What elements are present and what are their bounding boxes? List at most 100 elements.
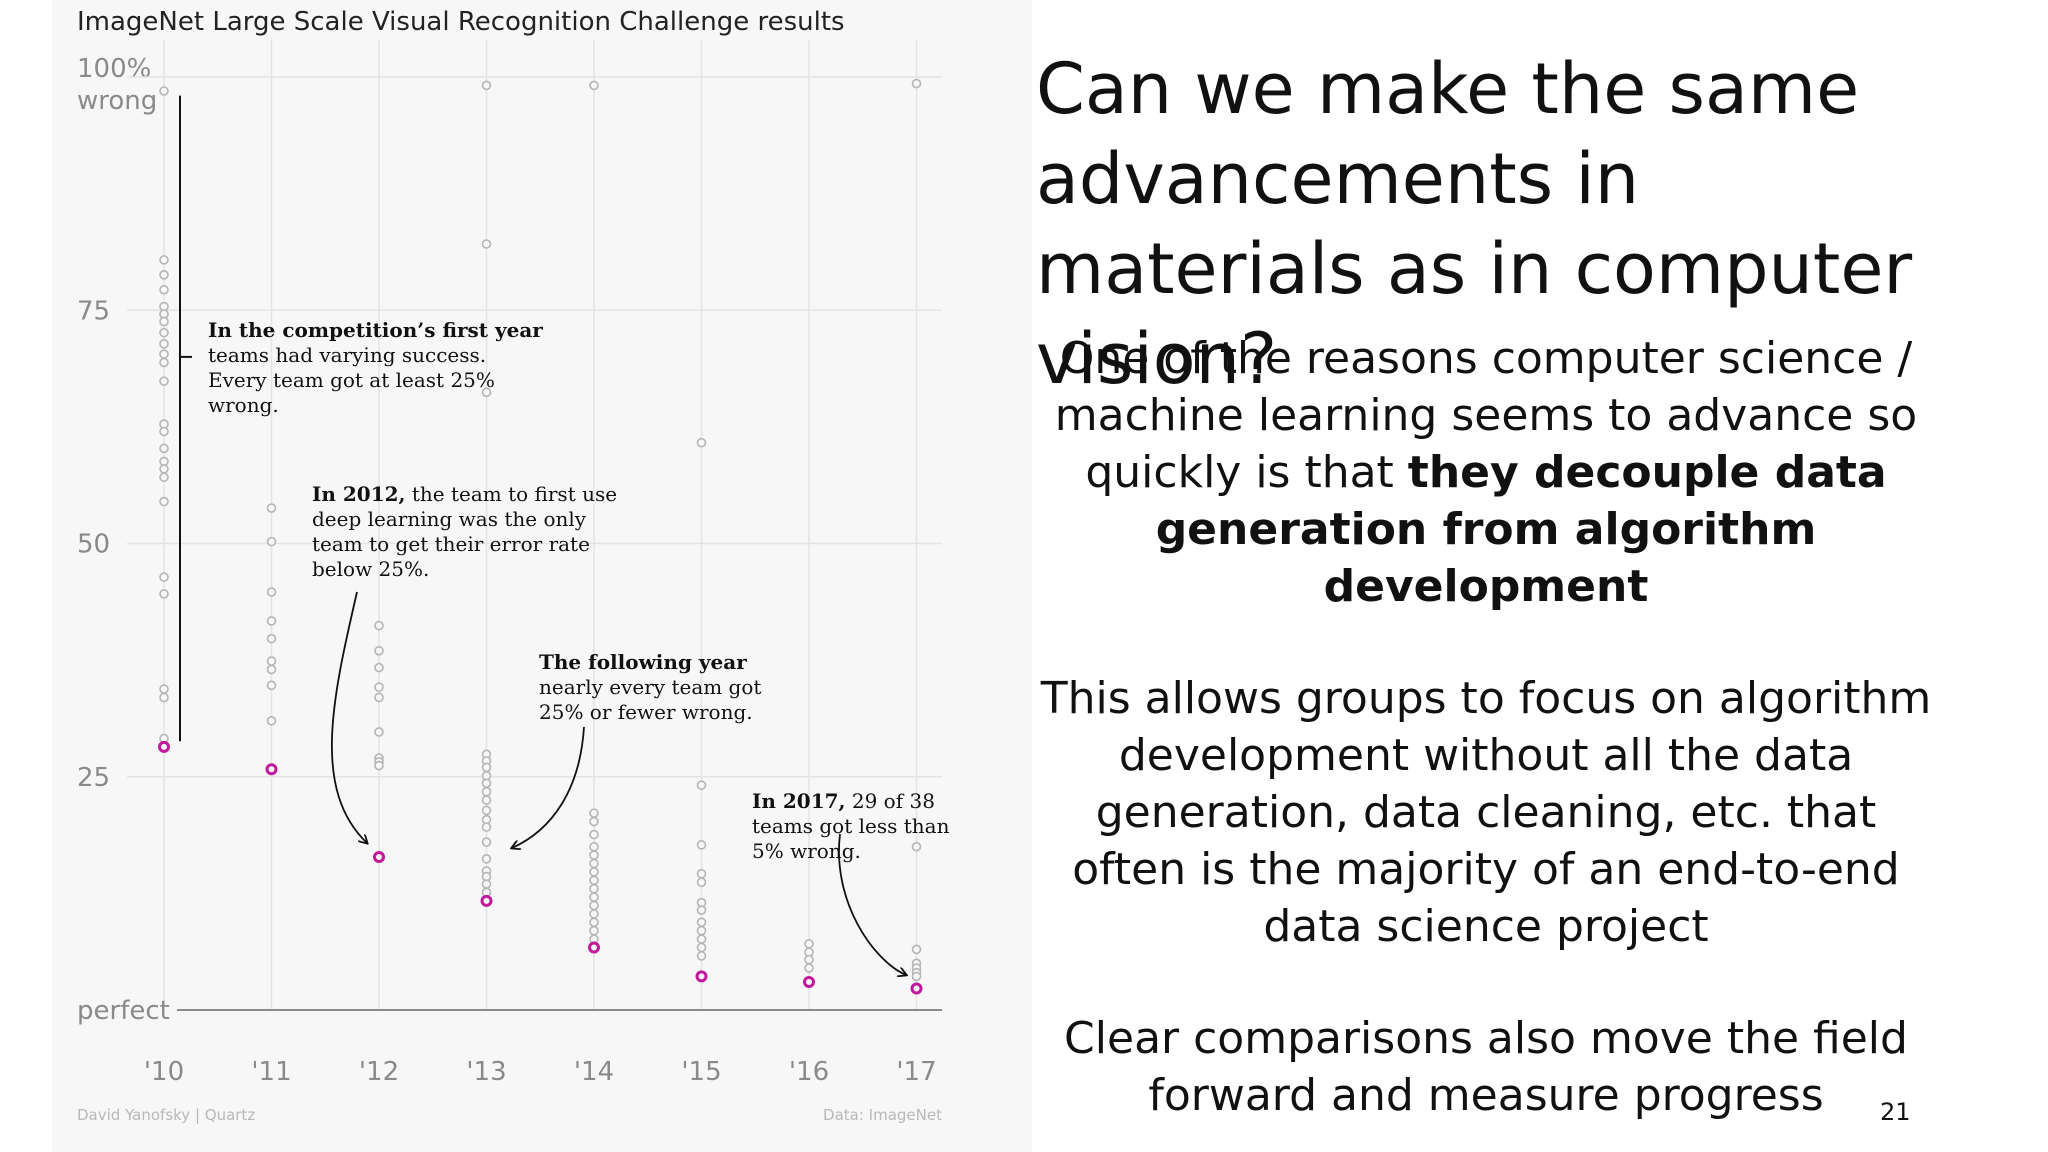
team-result-point	[159, 86, 169, 96]
annotation-text: teams had varying success.	[208, 343, 486, 367]
annotation-line: wrong.	[208, 393, 279, 417]
team-result-point	[374, 682, 384, 692]
y-tick-label: 50	[77, 530, 110, 560]
team-result-point	[481, 795, 492, 805]
team-result-point	[696, 840, 707, 850]
x-tick-label: '11	[251, 1057, 291, 1087]
best-result-point	[803, 976, 815, 989]
team-result-point	[159, 426, 169, 437]
team-result-point	[911, 944, 922, 955]
team-result-point	[696, 780, 707, 790]
team-result-point	[589, 909, 599, 919]
team-result-point	[589, 80, 599, 91]
best-result-point	[695, 970, 708, 983]
team-result-point	[374, 662, 384, 673]
team-result-point	[374, 760, 384, 771]
y-tick-label: perfect	[77, 996, 170, 1026]
annotation-line: In 2017, 29 of 38	[752, 789, 935, 813]
annotation-text: deep learning was the only	[312, 507, 587, 531]
annotation-text: Every team got at least 25%	[208, 368, 495, 392]
reason-paragraph: One of the reasons computer science / ma…	[1036, 330, 1936, 615]
y-tick-line: 25	[77, 763, 110, 793]
annotation-arrow	[330, 591, 367, 843]
team-result-point	[589, 917, 599, 928]
team-result-point	[589, 892, 599, 902]
y-tick-label: 25	[77, 763, 110, 793]
team-result-point	[911, 971, 922, 982]
annotation-bold: In 2017,	[752, 789, 846, 813]
chart-credit: David Yanofsky | Quartz	[77, 1106, 255, 1124]
annotation-text: 25% or fewer wrong.	[539, 700, 753, 724]
team-result-point	[589, 841, 599, 852]
data-source: Data: ImageNet	[823, 1106, 942, 1124]
team-result-point	[696, 877, 707, 887]
annotation-arrow	[838, 833, 906, 975]
team-result-point	[481, 80, 492, 91]
x-tick-label: '13	[466, 1057, 506, 1087]
team-result-point	[159, 589, 169, 599]
team-result-point	[159, 269, 169, 280]
team-result-point	[266, 664, 277, 675]
team-result-point	[159, 684, 169, 694]
annotation-text: wrong.	[208, 393, 279, 417]
team-result-point	[589, 875, 599, 886]
team-result-point	[589, 829, 599, 840]
team-result-point	[804, 954, 814, 965]
y-tick-label: 75	[77, 296, 110, 326]
team-result-point	[589, 850, 599, 860]
annotation-arrow	[512, 726, 585, 848]
x-tick-label: '15	[681, 1057, 721, 1087]
reason-emphasis: they decouple data generation from algor…	[1155, 447, 1887, 612]
team-result-point	[696, 925, 707, 936]
team-result-point	[696, 868, 707, 879]
annotation-bold: In 2012,	[312, 482, 406, 506]
team-result-point	[481, 778, 492, 789]
x-tick-label: '10	[144, 1057, 184, 1087]
team-result-point	[589, 925, 599, 936]
annotation-line: team to get their error rate	[312, 532, 590, 556]
team-result-point	[266, 503, 277, 513]
x-tick-label: '14	[574, 1057, 614, 1087]
team-result-point	[696, 942, 707, 953]
team-result-point	[159, 443, 169, 454]
annotation-line: Every team got at least 25%	[208, 368, 495, 392]
team-result-point	[159, 692, 169, 703]
focus-paragraph: This allows groups to focus on algorithm…	[1040, 673, 1932, 952]
team-result-point	[159, 357, 169, 368]
error-rate-chart: ImageNet Large Scale Visual Recognition …	[77, 7, 950, 1124]
team-result-point	[804, 938, 814, 949]
annotation-text: teams got less than	[752, 814, 950, 838]
annotation-text: the team to first use	[406, 482, 618, 506]
y-tick-line: wrong	[77, 86, 157, 116]
annotation-line: 5% wrong.	[752, 839, 861, 863]
team-result-point	[481, 822, 492, 832]
team-result-point	[159, 316, 169, 327]
annotation-line: teams got less than	[752, 814, 950, 838]
team-result-point	[159, 496, 169, 507]
team-result-point	[374, 645, 384, 656]
team-result-point	[374, 727, 384, 737]
team-result-point	[159, 284, 169, 295]
team-result-point	[159, 349, 169, 359]
annotation-line: below 25%.	[312, 557, 429, 581]
team-result-point	[696, 917, 707, 928]
best-result-point	[158, 740, 170, 753]
x-tick-label: '12	[359, 1057, 399, 1087]
annotation-line: The following year	[539, 650, 747, 674]
best-result-point	[588, 941, 600, 954]
best-result-point	[910, 982, 923, 995]
x-tick-label: '16	[789, 1057, 829, 1087]
team-result-point	[696, 934, 707, 944]
best-result-point	[265, 763, 278, 776]
x-tick-label: '17	[896, 1057, 936, 1087]
annotation-line: deep learning was the only	[312, 507, 587, 531]
team-result-point	[589, 900, 599, 911]
team-result-point	[589, 883, 599, 894]
team-result-point	[481, 239, 492, 249]
team-result-point	[696, 437, 707, 448]
annotation-text: below 25%.	[312, 557, 429, 581]
team-result-point	[481, 786, 492, 797]
team-result-point	[266, 616, 277, 626]
slide-title: Can we make the same advancements in mat…	[1036, 48, 1913, 400]
team-result-point	[911, 841, 922, 852]
